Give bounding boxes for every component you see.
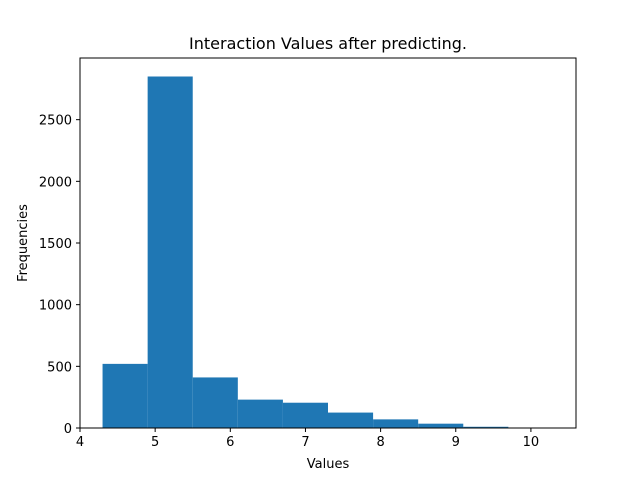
x-tick-label-1: 5 — [151, 435, 159, 450]
histogram-bar-3 — [237, 399, 283, 428]
x-tick-label-5: 9 — [452, 435, 460, 450]
x-tick-label-3: 7 — [301, 435, 309, 450]
y-tick-label-0: 0 — [64, 422, 72, 437]
y-tick-label-4: 2000 — [39, 175, 72, 190]
y-axis-label: Frequencies — [16, 204, 31, 282]
x-tick-label-2: 6 — [226, 435, 234, 450]
histogram-bar-7 — [418, 423, 464, 428]
histogram-bar-2 — [192, 377, 238, 428]
histogram-bar-1 — [147, 76, 193, 428]
y-tick-label-3: 1500 — [39, 237, 72, 252]
histogram-bar-0 — [102, 363, 148, 428]
histogram-bar-4 — [282, 402, 328, 428]
x-tick-label-4: 8 — [376, 435, 384, 450]
histogram-bar-5 — [328, 412, 374, 428]
x-tick-label-6: 10 — [523, 435, 540, 450]
x-axis-label: Values — [307, 457, 350, 472]
y-tick-label-5: 2500 — [39, 114, 72, 129]
y-tick-label-2: 1000 — [39, 299, 72, 314]
histogram-bar-6 — [373, 419, 419, 428]
x-axis-ticks: 4 5 6 7 8 9 10 — [76, 428, 539, 450]
y-tick-label-1: 500 — [47, 360, 72, 375]
y-axis-ticks: 0 500 1000 1500 2000 2500 — [39, 114, 80, 437]
chart-title: Interaction Values after predicting. — [189, 34, 467, 53]
x-tick-label-0: 4 — [76, 435, 84, 450]
bars-group — [102, 76, 554, 428]
histogram-bar-8 — [463, 426, 509, 428]
